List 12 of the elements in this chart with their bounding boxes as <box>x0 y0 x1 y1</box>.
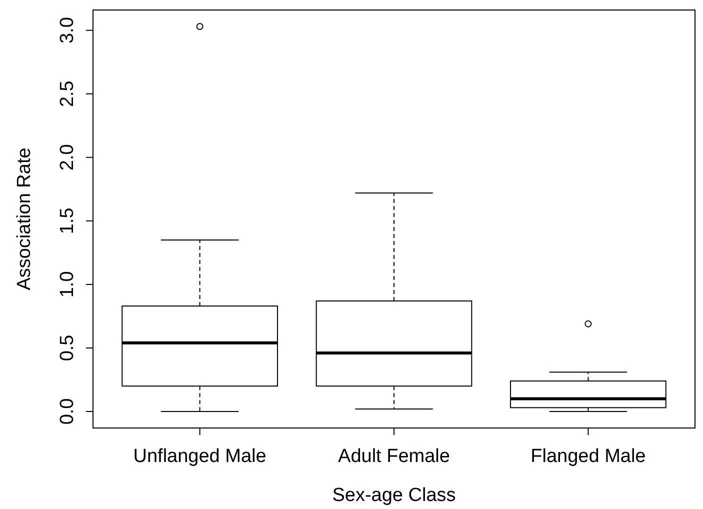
y-tick-label: 3.0 <box>57 17 78 44</box>
y-tick-label: 1.5 <box>57 208 78 234</box>
x-tick-label: Flanged Male <box>530 446 646 467</box>
y-tick-label: 1.0 <box>57 271 78 298</box>
x-axis-title: Sex-age Class <box>332 485 456 506</box>
x-tick-label: Adult Female <box>338 446 450 467</box>
y-tick-label: 0.5 <box>57 334 78 362</box>
y-axis-title: Association Rate <box>14 148 35 290</box>
y-tick-label: 2.0 <box>57 144 78 171</box>
y-tick-label: 0.0 <box>57 398 78 425</box>
y-tick-label: 2.5 <box>57 80 78 108</box>
x-tick-label: Unflanged Male <box>133 446 266 467</box>
